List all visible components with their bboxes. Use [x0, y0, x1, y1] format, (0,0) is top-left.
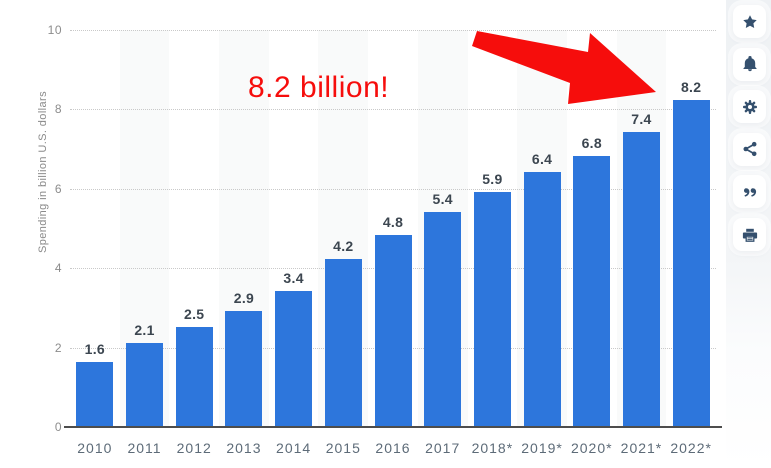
alerts-button[interactable] — [733, 47, 766, 81]
x-tick-label: 2022* — [670, 440, 712, 456]
quote-icon — [743, 188, 756, 197]
y-tick-label: 8 — [54, 102, 62, 117]
x-tick-label: 2021* — [620, 440, 663, 456]
bar-2021* — [622, 132, 660, 426]
bar-value-label: 2.9 — [233, 289, 255, 306]
bar-value-label: 5.9 — [482, 170, 503, 187]
bar-value-label: 8.2 — [680, 79, 702, 96]
bar-2013 — [225, 310, 263, 426]
bar-value-label: 5.4 — [432, 190, 453, 207]
gridline — [70, 109, 716, 111]
x-tick-label: 2017 — [425, 440, 461, 456]
star-icon — [742, 14, 757, 28]
plot-area: 0 2 4 6 8 10 1.6 2010 2.1 2011 2.5 2012 2.9 2013 3.4 20… — [48, 23, 722, 456]
x-tick-label: 2015 — [325, 440, 361, 456]
bar-value-label: 6.4 — [531, 150, 553, 167]
bar-2018* — [473, 191, 511, 426]
bar-2020* — [573, 156, 611, 426]
x-tick-label: 2019* — [521, 440, 563, 456]
bar-chart: Spending in billion U.S. dollars 0 2 4 6 8 10… — [37, 23, 722, 456]
gear-icon — [742, 99, 757, 114]
y-tick-label: 0 — [54, 420, 62, 434]
bar-value-label: 4.8 — [382, 214, 404, 231]
bar-2016 — [374, 235, 412, 426]
action-sidebar — [726, 0, 771, 468]
x-tick-label: 2016 — [375, 440, 411, 456]
annotation-text: 8.2 billion! — [248, 71, 390, 104]
bar-2010 — [76, 362, 114, 426]
bar-2017 — [424, 211, 462, 426]
bar-value-label: 1.6 — [84, 341, 106, 358]
y-tick-label: 2 — [54, 340, 62, 355]
settings-button[interactable] — [733, 90, 766, 124]
bell-icon — [743, 56, 756, 72]
bar-value-label: 4.2 — [333, 238, 354, 255]
x-tick-label: 2020* — [570, 440, 613, 456]
bar-2011 — [126, 342, 164, 426]
x-tick-label: 2012 — [176, 440, 212, 456]
cite-button[interactable] — [733, 175, 766, 209]
x-tick-label: 2013 — [226, 440, 262, 456]
x-tick-label: 2018* — [471, 440, 514, 456]
gridline — [70, 30, 716, 31]
y-axis-label: Spending in billion U.S. dollars — [37, 91, 49, 253]
bar-2012 — [175, 326, 213, 426]
share-icon — [743, 142, 756, 157]
x-tick-label: 2010 — [77, 440, 113, 456]
bar-2022* — [672, 100, 710, 426]
bar-value-label: 3.4 — [283, 270, 304, 287]
bar-value-label: 7.4 — [631, 111, 652, 128]
share-button[interactable] — [733, 132, 766, 166]
y-tick-label: 10 — [47, 23, 62, 37]
bar-2019* — [523, 171, 561, 426]
x-tick-label: 2014 — [276, 440, 312, 456]
bar-value-label: 2.5 — [184, 305, 205, 322]
x-tick-label: 2011 — [127, 440, 162, 456]
y-tick-label: 4 — [54, 261, 62, 276]
bar-2015 — [324, 259, 362, 426]
gridline — [70, 188, 716, 190]
bar-value-label: 6.8 — [581, 135, 602, 152]
print-button[interactable] — [733, 218, 766, 251]
bar-value-label: 2.1 — [134, 321, 155, 338]
printer-icon — [742, 228, 757, 242]
favorite-button[interactable] — [733, 5, 766, 38]
x-axis-line — [64, 426, 722, 428]
bar-2014 — [275, 291, 313, 426]
y-tick-label: 6 — [54, 181, 62, 196]
